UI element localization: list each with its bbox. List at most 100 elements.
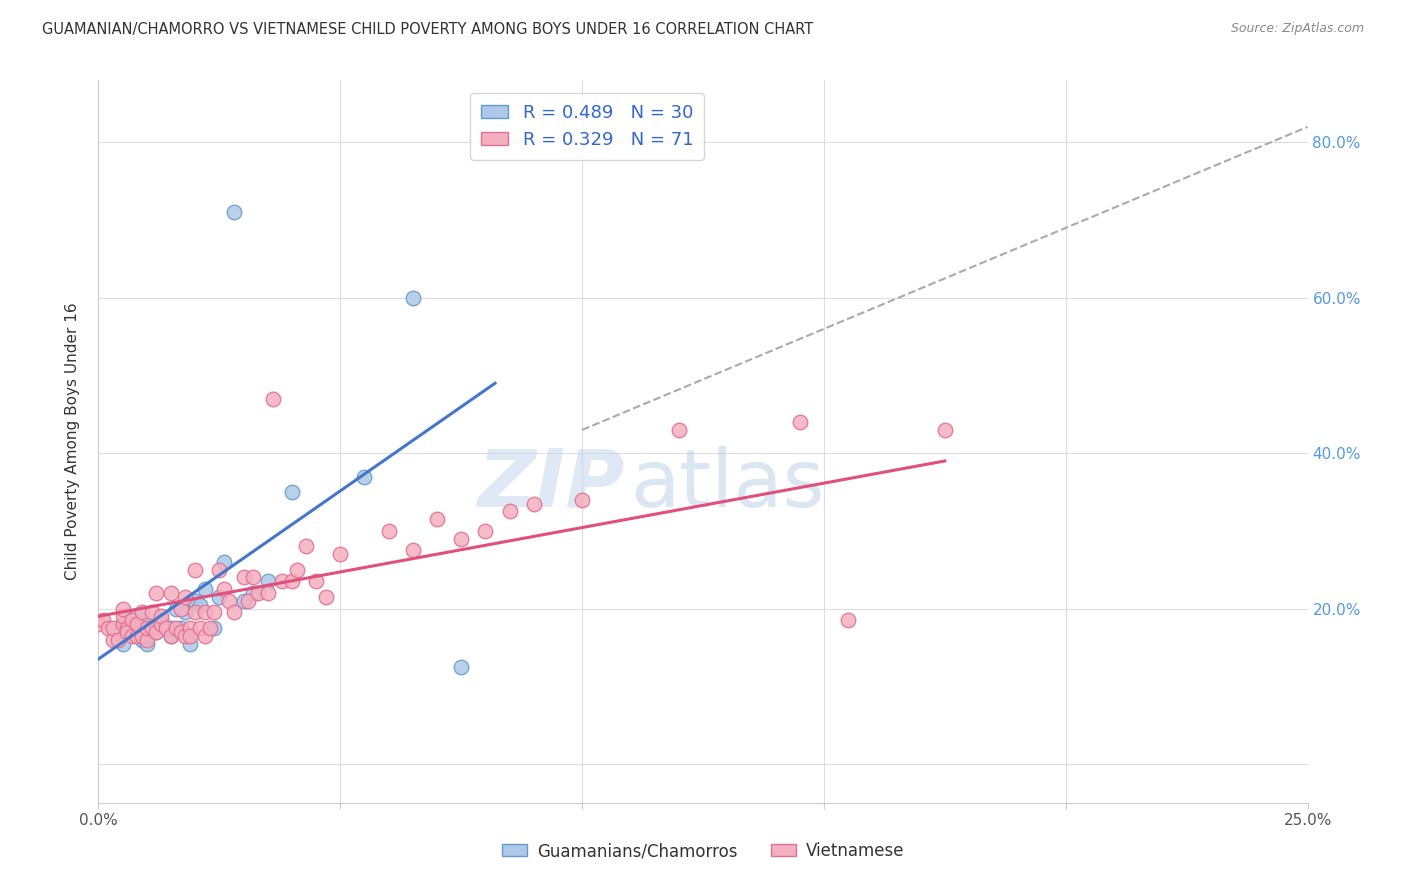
Point (91, 613, 114, 627)
Point (450, 532, 472, 546)
Point (174, 606, 197, 620)
Point (121, 613, 143, 627)
Point (169, 621, 191, 635)
Point (87, 617, 110, 632)
Point (232, 570, 254, 584)
Point (184, 563, 207, 577)
Text: Source: ZipAtlas.com: Source: ZipAtlas.com (1230, 22, 1364, 36)
Point (141, 621, 163, 635)
Point (188, 621, 211, 635)
Point (135, 617, 157, 632)
Point (256, 586, 278, 600)
Point (281, 574, 304, 589)
Point (194, 606, 217, 620)
Point (135, 629, 157, 643)
Point (262, 392, 284, 406)
Point (121, 629, 143, 643)
Point (212, 555, 235, 569)
Point (184, 594, 207, 608)
Point (117, 624, 139, 639)
Point (145, 624, 167, 639)
Point (934, 423, 956, 437)
Point (169, 601, 191, 615)
Point (305, 574, 328, 589)
Point (160, 629, 183, 643)
Point (242, 570, 264, 584)
Point (668, 423, 690, 437)
Point (789, 415, 811, 429)
Point (131, 629, 153, 643)
Point (232, 594, 254, 608)
Point (281, 485, 304, 500)
Point (218, 594, 240, 608)
Y-axis label: Child Poverty Among Boys Under 16: Child Poverty Among Boys Under 16 (65, 302, 80, 581)
Point (117, 621, 139, 635)
Legend: Guamanians/Chamorros, Vietnamese: Guamanians/Chamorros, Vietnamese (495, 836, 911, 867)
Point (131, 632, 153, 647)
Point (174, 629, 197, 643)
Point (179, 629, 201, 643)
Point (150, 609, 173, 624)
Point (377, 524, 399, 538)
Point (127, 609, 149, 624)
Point (111, 636, 134, 650)
Point (247, 586, 270, 600)
Point (150, 617, 173, 632)
Point (474, 524, 496, 538)
Point (121, 624, 143, 639)
Point (127, 629, 149, 643)
Point (208, 563, 231, 577)
Point (450, 660, 472, 674)
Point (169, 624, 191, 639)
Point (111, 617, 134, 632)
Point (165, 601, 187, 615)
Point (135, 621, 157, 635)
Point (222, 606, 245, 620)
Point (160, 629, 183, 643)
Point (184, 606, 207, 620)
Text: ZIP: ZIP (477, 446, 624, 524)
Point (238, 594, 260, 608)
Point (131, 606, 153, 620)
Point (353, 469, 375, 483)
Text: GUAMANIAN/CHAMORRO VS VIETNAMESE CHILD POVERTY AMONG BOYS UNDER 16 CORRELATION C: GUAMANIAN/CHAMORRO VS VIETNAMESE CHILD P… (42, 22, 814, 37)
Point (150, 613, 173, 627)
Text: atlas: atlas (630, 446, 825, 524)
Point (155, 621, 177, 635)
Point (295, 540, 318, 554)
Point (101, 632, 124, 647)
Point (256, 574, 278, 589)
Point (271, 574, 294, 589)
Point (212, 582, 235, 596)
Point (329, 547, 352, 561)
Point (402, 291, 425, 305)
Point (571, 492, 593, 507)
Point (498, 504, 520, 518)
Point (165, 621, 187, 635)
Point (135, 636, 157, 650)
Point (145, 586, 167, 600)
Point (285, 563, 308, 577)
Point (174, 590, 197, 604)
Point (179, 621, 201, 635)
Point (208, 590, 231, 604)
Point (523, 497, 546, 511)
Point (198, 621, 221, 635)
Point (160, 621, 183, 635)
Point (204, 606, 226, 620)
Point (194, 582, 217, 596)
Point (188, 598, 211, 612)
Point (127, 617, 149, 632)
Point (141, 606, 163, 620)
Point (242, 586, 264, 600)
Point (101, 621, 124, 635)
Point (204, 621, 226, 635)
Point (97, 621, 120, 635)
Point (194, 629, 217, 643)
Point (837, 613, 859, 627)
Point (145, 624, 167, 639)
Point (426, 512, 449, 526)
Point (135, 632, 157, 647)
Point (160, 586, 183, 600)
Point (402, 543, 425, 558)
